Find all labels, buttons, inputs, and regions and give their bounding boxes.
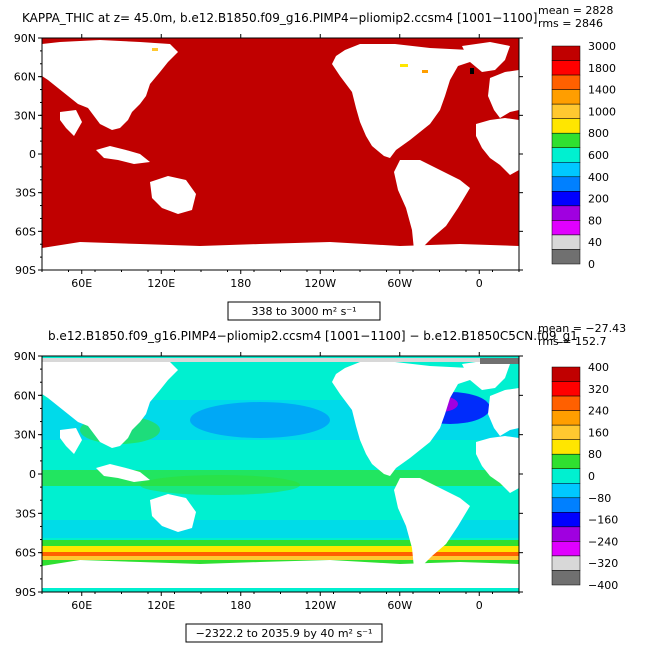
colorbar-swatch [551,395,581,411]
panel2-colorbar: 400 320 240 160 80 0 −80 −160 −240 −320 −400 [551,361,618,592]
colorbar-swatch [551,147,581,163]
colorbar-label: 200 [588,193,609,206]
panel1-map [41,37,520,271]
colorbar-swatch [551,220,581,236]
colorbar-swatch [551,439,581,455]
lat-tick-label: 0 [29,148,36,161]
colorbar-label: 1000 [588,105,616,118]
panel2-lon-axis: 60E 120E 180 120W 60W 0 [41,352,520,612]
colorbar-label: 1800 [588,62,616,75]
colorbar-swatch [551,512,581,528]
colorbar-label: 400 [588,361,609,374]
lon-tick-label: 120W [304,599,336,612]
panel1-lon-axis: 60E 120E 180 120W 60W 0 [41,34,520,290]
colorbar-swatch [551,483,581,499]
colorbar-swatch [551,89,581,105]
lat-tick-label: 90N [14,32,36,45]
colorbar-label: 80 [588,448,602,461]
colorbar-label: −320 [588,557,618,570]
panel2-map [41,355,520,593]
lat-tick-label: 30S [15,187,36,200]
colorbar-swatch [551,132,581,148]
lat-tick-label: 30N [14,429,36,442]
colorbar-label: 160 [588,426,609,439]
panel2-rms: rms = 152.7 [538,335,606,348]
lon-tick-label: 180 [230,277,251,290]
colorbar-label: 40 [588,236,602,249]
lon-tick-label: 0 [476,599,483,612]
colorbar-label: 3000 [588,40,616,53]
lat-tick-label: 30S [15,507,36,520]
panel1-range-label: 338 to 3000 m² s⁻¹ [251,305,356,318]
colorbar-label: −240 [588,535,618,548]
panel1-lat-axis: 90N 60N 30N 0 30S 60S 90S [14,32,523,277]
colorbar-swatch [551,176,581,192]
colorbar-label: 80 [588,214,602,227]
colorbar-swatch [551,381,581,397]
colorbar-swatch [551,74,581,90]
colorbar-swatch [551,366,581,382]
colorbar-label: 600 [588,149,609,162]
colorbar-swatch [551,468,581,484]
colorbar-label: 400 [588,171,609,184]
colorbar-swatch [551,162,581,178]
lon-tick-label: 180 [230,599,251,612]
colorbar-swatch [551,103,581,119]
colorbar-label: 0 [588,258,595,271]
colorbar-swatch [551,424,581,440]
lat-tick-label: 90S [15,586,36,599]
lon-tick-label: 60W [387,277,412,290]
colorbar-label: −80 [588,492,611,505]
lat-tick-label: 60N [14,71,36,84]
panel1-mean: mean = 2828 [538,4,613,17]
colorbar-swatch [551,526,581,542]
colorbar-label: 800 [588,127,609,140]
lat-tick-label: 60S [15,547,36,560]
lon-tick-label: 120W [304,277,336,290]
colorbar-swatch [551,45,581,61]
colorbar-swatch [551,497,581,513]
colorbar-swatch [551,191,581,207]
colorbar-label: 1400 [588,84,616,97]
colorbar-label: −400 [588,579,618,592]
colorbar-swatch [551,541,581,557]
lat-tick-label: 30N [14,109,36,122]
lat-tick-label: 60S [15,225,36,238]
colorbar-label: 320 [588,383,609,396]
lon-tick-label: 60W [387,599,412,612]
lon-tick-label: 120E [147,599,175,612]
lon-tick-label: 60E [71,599,92,612]
lon-tick-label: 0 [476,277,483,290]
lat-tick-label: 90N [14,350,36,363]
colorbar-swatch [551,410,581,426]
panel2-lat-axis: 90N 60N 30N 0 30S 60S 90S [14,350,523,599]
colorbar-label: 240 [588,405,609,418]
colorbar-swatch [551,555,581,571]
panel2-range-label: −2322.2 to 2035.9 by 40 m² s⁻¹ [196,627,373,640]
lat-tick-label: 60N [14,389,36,402]
colorbar-swatch [551,205,581,221]
panel2-mean: mean = −27.43 [538,322,626,335]
colorbar-swatch [551,453,581,469]
colorbar-swatch [551,234,581,250]
lat-tick-label: 0 [29,468,36,481]
panel1-rms: rms = 2846 [538,17,603,30]
colorbar-label: −160 [588,514,618,527]
colorbar-swatch [551,60,581,76]
lon-tick-label: 60E [71,277,92,290]
panel1-title: KAPPA_THIC at z= 45.0m, b.e12.B1850.f09_… [22,11,537,25]
lat-tick-label: 90S [15,264,36,277]
colorbar-swatch [551,249,581,265]
colorbar-swatch [551,118,581,134]
panel2-title: b.e12.B1850.f09_g16.PIMP4−pliomip2.ccsm4… [48,329,578,343]
colorbar-swatch [551,570,581,586]
colorbar-label: 0 [588,470,595,483]
lon-tick-label: 120E [147,277,175,290]
